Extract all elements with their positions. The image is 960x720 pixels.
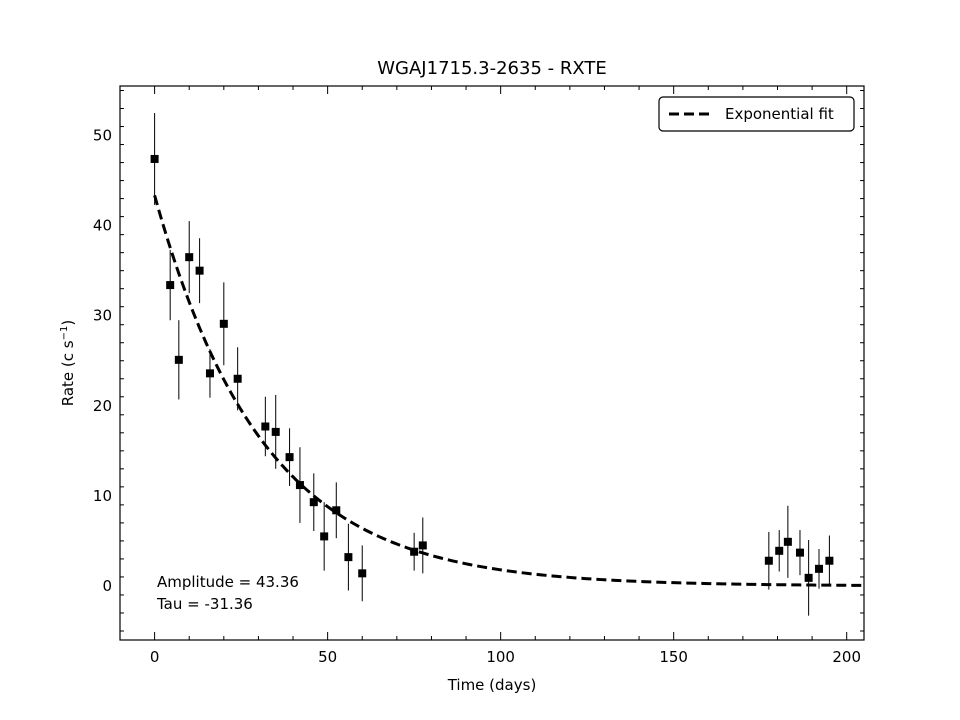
data-point: [185, 253, 194, 262]
data-point: [783, 537, 792, 546]
data-point: [285, 453, 294, 462]
data-point: [295, 481, 304, 490]
data-point: [320, 532, 329, 541]
x-axis-label: Time (days): [447, 676, 537, 694]
y-tick-label: 30: [93, 307, 112, 325]
data-point: [261, 422, 270, 431]
data-point: [344, 553, 353, 562]
legend: Exponential fit: [658, 96, 855, 132]
exponential-fit-line: [153, 194, 865, 587]
legend-label: Exponential fit: [725, 105, 834, 123]
x-tick-label: 0: [150, 648, 160, 666]
data-point: [205, 369, 214, 378]
legend-box: [658, 96, 855, 132]
data-point: [219, 319, 228, 328]
amplitude-annotation: Amplitude = 43.36: [157, 573, 299, 591]
y-tick-label: 50: [93, 127, 112, 145]
y-tick-label: 10: [93, 487, 112, 505]
data-point: [358, 569, 367, 578]
data-points: [150, 113, 834, 616]
data-point: [795, 548, 804, 557]
data-point: [815, 564, 824, 573]
data-point: [418, 541, 427, 550]
data-point: [804, 573, 813, 582]
x-tick-label: 150: [659, 648, 688, 666]
y-axis-label: Rate (c s−1): [59, 320, 77, 406]
y-axis-label-sup: −1: [59, 326, 70, 341]
y-tick-label: 20: [93, 397, 112, 415]
tau-annotation: Tau = -31.36: [156, 595, 253, 613]
data-point: [410, 547, 419, 556]
data-point: [195, 266, 204, 275]
data-point: [764, 556, 773, 565]
data-point: [174, 355, 183, 364]
data-point: [309, 498, 318, 507]
y-tick-label: 0: [102, 577, 112, 595]
data-point: [271, 427, 280, 436]
x-tick-label: 50: [318, 648, 337, 666]
x-tick-label: 200: [832, 648, 861, 666]
data-point: [150, 154, 159, 163]
y-axis-label-main: Rate (c s: [59, 340, 77, 406]
data-point: [825, 556, 834, 565]
chart-title: WGAJ1715.3-2635 - RXTE: [377, 58, 606, 79]
plot-frame: [119, 85, 865, 641]
data-point: [233, 374, 242, 383]
data-point: [166, 281, 175, 290]
data-point: [775, 546, 784, 555]
y-tick-label: 40: [93, 217, 112, 235]
data-point: [332, 506, 341, 515]
y-axis-label-close: ): [59, 320, 77, 326]
x-axis: 0 50 100 150 200: [119, 86, 861, 666]
x-tick-label: 100: [486, 648, 515, 666]
y-axis: 0 10 20 30 40 50: [93, 90, 864, 632]
